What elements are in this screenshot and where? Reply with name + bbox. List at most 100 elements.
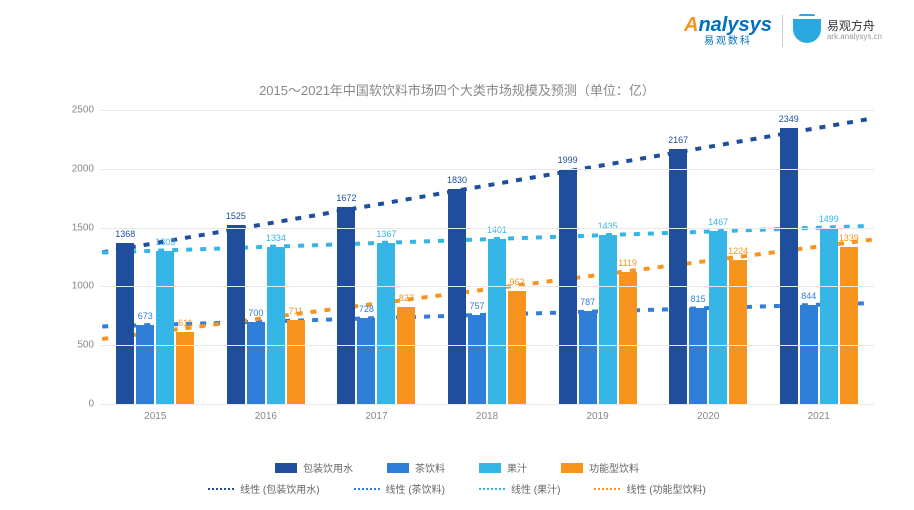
group-2019: 1999787143511192019 [542, 110, 653, 404]
bar-juice: 1334 [267, 247, 285, 404]
legend-swatch [479, 463, 501, 473]
legend-row-bars: 包装饮用水 茶饮料 果汁 功能型饮料 [275, 460, 639, 475]
ark-icon [793, 19, 821, 43]
bar-value-label: 1830 [447, 175, 467, 185]
plot-area: 1368673130361120151525700133471120161672… [100, 110, 874, 404]
ark-logo: 易观方舟 ark.analysys.cn [793, 19, 882, 43]
bar-value-label: 1339 [839, 233, 859, 243]
legend-item-energy: 功能型饮料 [561, 460, 639, 475]
gridline [100, 286, 874, 287]
group-2018: 183075714019622018 [432, 110, 543, 404]
gridline [100, 110, 874, 111]
bar-value-label: 728 [359, 304, 374, 314]
x-axis-label: 2018 [432, 411, 543, 422]
bar-juice: 1499 [820, 228, 838, 404]
legend-label: 果汁 [507, 460, 527, 475]
legend-swatch [561, 463, 583, 473]
group-2021: 2349844149913392021 [763, 110, 874, 404]
bar-value-label: 787 [580, 297, 595, 307]
bar-water: 1830 [448, 189, 466, 404]
bar-value-label: 611 [178, 318, 192, 328]
legend-row-trends: 线性 (包装饮用水) 线性 (茶饮料) 线性 (果汁) 线性 (功能型饮料) [208, 481, 706, 496]
ark-cn: 易观方舟 [827, 20, 882, 33]
legend-label: 茶饮料 [415, 460, 445, 475]
bar-value-label: 962 [510, 277, 525, 287]
y-axis-label: 2500 [60, 105, 94, 116]
bar-value-label: 1435 [598, 221, 618, 231]
group-2015: 136867313036112015 [100, 110, 211, 404]
chart-area: 1368673130361120151525700133471120161672… [60, 110, 874, 424]
legend-dash [594, 488, 620, 490]
bar-value-label: 700 [248, 308, 263, 318]
x-axis-label: 2017 [321, 411, 432, 422]
logo-divider [782, 15, 783, 47]
legend-item-water: 包装饮用水 [275, 460, 353, 475]
bar-value-label: 1367 [376, 229, 396, 239]
legend: 包装饮用水 茶饮料 果汁 功能型饮料 线性 (包装饮用水) 线性 (茶饮料) 线性 (果汁… [0, 460, 914, 496]
bar-value-label: 1119 [618, 258, 637, 268]
bar-value-label: 757 [470, 301, 485, 311]
bar-value-label: 2167 [668, 135, 688, 145]
bar-energy: 1339 [840, 247, 858, 404]
group-2016: 152570013347112016 [211, 110, 322, 404]
legend-swatch [275, 463, 297, 473]
bar-water: 1368 [116, 243, 134, 404]
group-2020: 2167815146712242020 [653, 110, 764, 404]
bar-value-label: 673 [138, 311, 153, 321]
chart-title: 2015～2021年中国软饮料市场四个大类市场规模及预测（单位：亿） [0, 80, 914, 99]
bar-tea: 728 [357, 318, 375, 404]
legend-item-juice: 果汁 [479, 460, 527, 475]
analysys-wordmark: Analysys [684, 14, 772, 36]
bar-value-label: 815 [691, 294, 706, 304]
bar-value-label: 711 [289, 306, 303, 316]
bar-value-label: 1672 [336, 193, 356, 203]
legend-dash [479, 488, 505, 490]
legend-swatch [387, 463, 409, 473]
bar-value-label: 2349 [779, 114, 799, 124]
legend-label: 包装饮用水 [303, 460, 353, 475]
y-axis-label: 0 [60, 399, 94, 410]
legend-trend-item: 线性 (功能型饮料) [594, 481, 705, 496]
bar-energy: 711 [287, 320, 305, 404]
legend-trend-item: 线性 (果汁) [479, 481, 560, 496]
bar-groups: 1368673130361120151525700133471120161672… [100, 110, 874, 404]
gridline [100, 169, 874, 170]
bar-water: 1525 [227, 225, 245, 404]
bar-value-label: 1467 [708, 217, 728, 227]
gridline [100, 345, 874, 346]
gridline [100, 228, 874, 229]
x-axis-label: 2016 [211, 411, 322, 422]
bar-value-label: 1525 [226, 211, 246, 221]
legend-dash [354, 488, 380, 490]
bar-juice: 1435 [599, 235, 617, 404]
bar-value-label: 1999 [558, 155, 578, 165]
x-axis-label: 2019 [542, 411, 653, 422]
bar-energy: 611 [176, 332, 194, 404]
legend-trend-item: 线性 (茶饮料) [354, 481, 445, 496]
legend-label: 功能型饮料 [589, 460, 639, 475]
bar-value-label: 1499 [819, 214, 839, 224]
bar-tea: 700 [247, 322, 265, 404]
bar-energy: 1224 [729, 260, 747, 404]
bar-value-label: 1224 [728, 246, 748, 256]
legend-item-tea: 茶饮料 [387, 460, 445, 475]
legend-trend-label: 线性 (茶饮料) [386, 481, 445, 496]
bar-value-label: 1334 [266, 233, 286, 243]
bar-energy: 1119 [619, 272, 637, 404]
legend-trend-label: 线性 (果汁) [511, 481, 560, 496]
x-axis-label: 2020 [653, 411, 764, 422]
bar-value-label: 844 [801, 291, 816, 301]
legend-dash [208, 488, 234, 490]
legend-trend-item: 线性 (包装饮用水) [208, 481, 319, 496]
y-axis-label: 1500 [60, 222, 94, 233]
bar-water: 1672 [337, 207, 355, 404]
bar-value-label: 827 [399, 293, 414, 303]
ark-en: ark.analysys.cn [827, 33, 882, 42]
bar-energy: 827 [397, 307, 415, 404]
bar-juice: 1401 [488, 239, 506, 404]
bar-value-label: 1303 [155, 237, 175, 247]
bar-tea: 815 [689, 308, 707, 404]
bar-tea: 844 [800, 305, 818, 404]
analysys-cn: 易观数科 [704, 36, 752, 47]
bar-value-label: 1368 [115, 229, 135, 239]
